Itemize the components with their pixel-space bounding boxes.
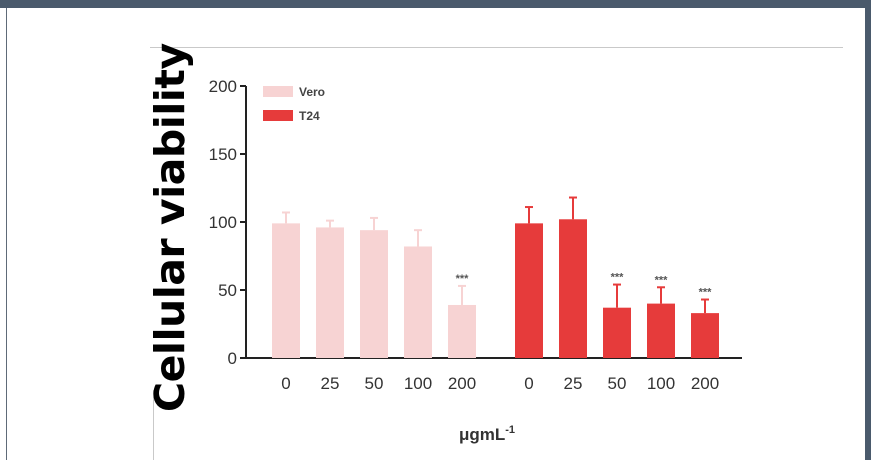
x-tick-label: 0: [524, 374, 533, 393]
legend-label-t24: T24: [299, 109, 320, 123]
significance-marker: ***: [456, 273, 470, 285]
bar-t24-50: [603, 307, 631, 358]
x-tick-label: 25: [321, 374, 340, 393]
significance-marker: ***: [611, 272, 625, 284]
x-tick-label: 100: [404, 374, 432, 393]
significance-marker: ***: [655, 274, 669, 286]
bar-t24-200: [691, 313, 719, 358]
legend-swatch-t24: [263, 110, 293, 121]
x-tick-label: 200: [448, 374, 476, 393]
x-tick-label: 0: [281, 374, 290, 393]
window-top-border: [0, 0, 871, 8]
y-tick-label: 200: [209, 77, 237, 96]
legend-label-vero: Vero: [299, 85, 325, 99]
y-tick-label: 0: [228, 349, 237, 368]
x-tick-label: 50: [608, 374, 627, 393]
bar-vero-25: [316, 227, 344, 358]
figure-left-rule: [153, 390, 154, 460]
x-tick-label: 50: [365, 374, 384, 393]
y-tick-label: 100: [209, 213, 237, 232]
bar-t24-25: [559, 219, 587, 358]
x-tick-label: 200: [691, 374, 719, 393]
window-right-border: [865, 0, 871, 460]
x-axis-label: μgmL-1: [459, 424, 515, 444]
legend-swatch-vero: [263, 86, 293, 97]
x-axis-label-unit: μgmL: [459, 425, 505, 444]
x-axis-label-superscript: -1: [505, 424, 515, 436]
significance-marker: ***: [699, 287, 713, 299]
figure-top-rule: [150, 47, 843, 48]
window-left-border: [6, 8, 7, 460]
y-tick-label: 150: [209, 145, 237, 164]
x-tick-label: 100: [647, 374, 675, 393]
bar-vero-50: [360, 230, 388, 358]
plot-area: 0 50 100 150 200 0 25 50 100 *** 200 0 25 *** 50 *** 100…: [209, 77, 742, 444]
bar-t24-0: [515, 223, 543, 358]
x-tick-label: 25: [564, 374, 583, 393]
y-tick-label: 50: [218, 281, 237, 300]
bar-vero-100: [404, 246, 432, 358]
bar-vero-200: [448, 304, 476, 358]
bar-t24-100: [647, 303, 675, 358]
bar-vero-0: [272, 223, 300, 358]
